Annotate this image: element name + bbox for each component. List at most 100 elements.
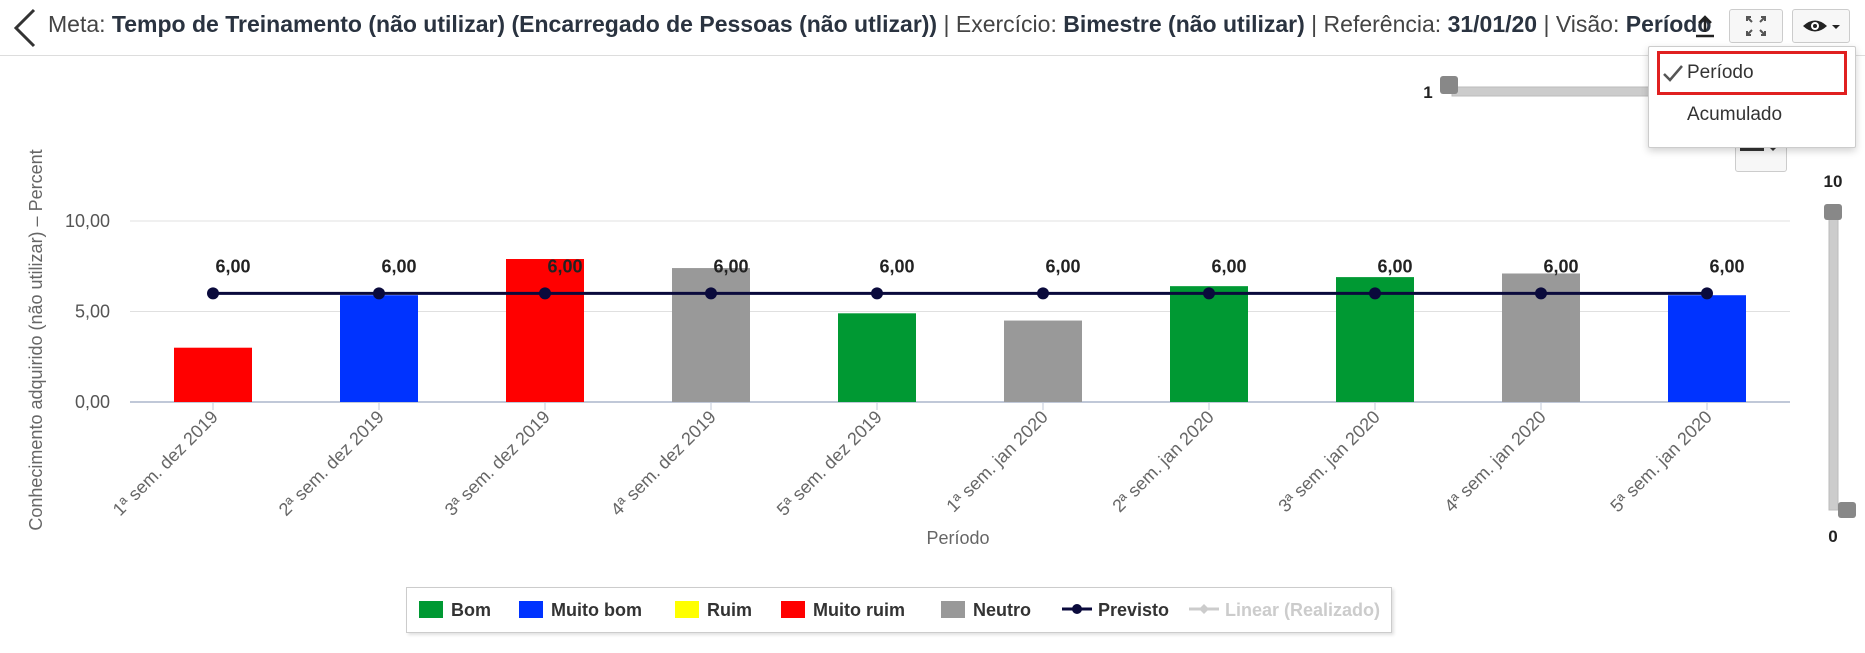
series-point[interactable] [373, 287, 385, 300]
y-tick-label: 0,00 [75, 392, 110, 412]
bar[interactable] [1004, 320, 1082, 402]
series-point[interactable] [1701, 287, 1713, 300]
fullscreen-button[interactable] [1729, 9, 1783, 43]
series-point[interactable] [1535, 287, 1547, 300]
data-label: 6,00 [879, 256, 914, 276]
horizontal-range-slider[interactable]: 1 [1423, 76, 1653, 102]
menu-item-label: Acumulado [1687, 104, 1783, 125]
separator: | [1311, 11, 1318, 37]
menu-item-periodo[interactable]: Período [1649, 53, 1855, 93]
visao-label: Visão: [1555, 11, 1620, 37]
data-label: 6,00 [1709, 256, 1744, 276]
legend-swatch [419, 600, 443, 618]
series-point[interactable] [705, 287, 717, 300]
legend-item-muito-bom[interactable]: Muito bom [519, 588, 642, 632]
referencia-value: 31/01/20 [1447, 11, 1538, 37]
legend-label: Neutro [973, 600, 1031, 620]
legend-label: Bom [451, 600, 491, 620]
upload-icon [1696, 15, 1714, 38]
y-axis-label: Conhecimento adquirido (não utilizar) – … [26, 149, 46, 530]
series-point[interactable] [207, 287, 219, 300]
legend-line-marker [1062, 604, 1092, 615]
legend-item-neutro[interactable]: Neutro [941, 588, 1031, 632]
legend-item-ruim[interactable]: Ruim [675, 588, 752, 632]
menu-item-acumulado[interactable]: Acumulado [1649, 95, 1855, 135]
slider-bottom-label: 0 [1828, 527, 1837, 546]
x-axis-label: Período [926, 528, 989, 548]
legend-label: Previsto [1098, 600, 1170, 620]
header-bar: Meta: Tempo de Treinamento (não utilizar… [0, 0, 1865, 56]
meta-value: Tempo de Treinamento (não utilizar) (Enc… [111, 11, 938, 37]
bar[interactable] [174, 347, 252, 402]
legend-item-muito-ruim[interactable]: Muito ruim [781, 588, 905, 632]
vertical-range-slider[interactable]: 10 0 [1824, 172, 1856, 546]
bar[interactable] [340, 295, 418, 402]
slider-min-label: 1 [1423, 83, 1432, 102]
data-label: 6,00 [381, 256, 416, 276]
x-tick-label: 1ª sem. dez 2019 [109, 407, 222, 520]
separator: | [1543, 11, 1550, 37]
data-label: 6,00 [1211, 256, 1246, 276]
legend-swatch [675, 600, 699, 618]
series-point[interactable] [539, 287, 551, 300]
x-tick-label: 5ª sem. dez 2019 [773, 407, 886, 520]
bar[interactable] [1170, 286, 1248, 402]
legend-label: Linear (Realizado) [1225, 600, 1381, 620]
series-point[interactable] [1369, 287, 1381, 300]
data-label: 6,00 [713, 256, 748, 276]
x-tick-label: 2ª sem. dez 2019 [275, 407, 388, 520]
exercicio-label: Exercício: [955, 11, 1057, 37]
bar[interactable] [838, 313, 916, 402]
expand-icon [1746, 16, 1766, 36]
view-toggle-button[interactable] [1792, 9, 1850, 43]
legend-label: Ruim [707, 600, 752, 620]
data-label: 6,00 [215, 256, 250, 276]
separator: | [943, 11, 950, 37]
legend-item-linear-realizado[interactable]: Linear (Realizado) [1189, 588, 1380, 632]
x-tick-label: 1ª sem. jan 2020 [942, 407, 1051, 516]
legend-swatch [519, 600, 543, 618]
exercicio-value: Bimestre (não utilizar) [1063, 11, 1305, 37]
referencia-label: Referência: [1323, 11, 1442, 37]
legend-swatch [781, 600, 805, 618]
upload-button[interactable] [1690, 10, 1720, 42]
slider-handle-top[interactable] [1824, 204, 1842, 220]
page-title: Meta: Tempo de Treinamento (não utilizar… [48, 11, 1711, 38]
slider-handle[interactable] [1440, 76, 1458, 94]
x-tick-label: 2ª sem. jan 2020 [1108, 407, 1217, 516]
chart-legend: Bom Muito bom Ruim Muito ruim Neutro Pre… [406, 587, 1392, 633]
view-dropdown-menu: Período Acumulado [1648, 46, 1856, 148]
menu-item-label: Período [1687, 62, 1754, 83]
legend-label: Muito ruim [813, 600, 905, 620]
legend-line-marker [1189, 604, 1219, 615]
check-icon [1663, 65, 1683, 82]
legend-swatch [941, 600, 965, 618]
meta-label: Meta: [48, 11, 106, 37]
slider-handle-bottom[interactable] [1838, 502, 1856, 518]
chevron-left-icon [13, 8, 36, 48]
legend-item-previsto[interactable]: Previsto [1062, 588, 1169, 632]
slider-track [1828, 209, 1839, 511]
x-tick-label: 5ª sem. jan 2020 [1606, 407, 1715, 516]
data-label: 6,00 [1377, 256, 1412, 276]
selected-highlight [1657, 51, 1847, 95]
visao-value: Período [1625, 11, 1712, 37]
eye-icon [1803, 20, 1840, 32]
bar[interactable] [1668, 295, 1746, 402]
back-button[interactable] [8, 4, 44, 52]
slider-top-label: 10 [1824, 172, 1843, 191]
series-point[interactable] [1203, 287, 1215, 300]
data-label: 6,00 [1543, 256, 1578, 276]
y-tick-label: 5,00 [75, 302, 110, 322]
series-point[interactable] [1037, 287, 1049, 300]
bar[interactable] [506, 259, 584, 402]
x-tick-label: 4ª sem. dez 2019 [607, 407, 720, 520]
data-label: 6,00 [1045, 256, 1080, 276]
x-tick-label: 3ª sem. dez 2019 [441, 407, 554, 520]
y-tick-label: 10,00 [65, 211, 110, 231]
x-tick-label: 4ª sem. jan 2020 [1440, 407, 1549, 516]
x-tick-label: 3ª sem. jan 2020 [1274, 407, 1383, 516]
data-label: 6,00 [547, 256, 582, 276]
legend-item-bom[interactable]: Bom [419, 588, 491, 632]
series-point[interactable] [871, 287, 883, 300]
